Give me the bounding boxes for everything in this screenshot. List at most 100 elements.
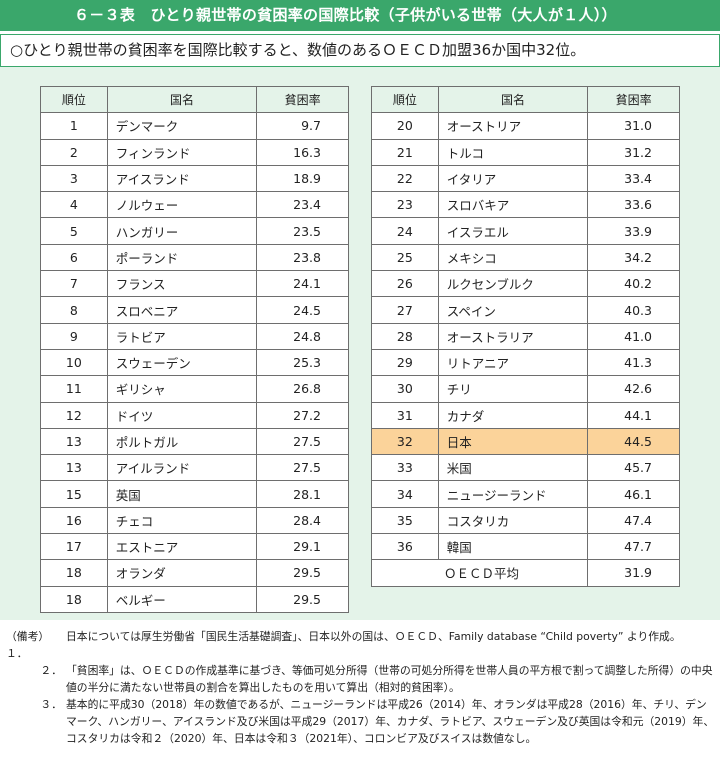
table-row: 23 スロバキア 33.6 <box>371 191 680 219</box>
table-row: 6 ポーランド 23.8 <box>40 243 349 272</box>
table-row: 28 オーストラリア 41.0 <box>371 322 680 350</box>
country-cell: エストニア <box>106 533 258 561</box>
rate-cell: 9.7 <box>256 112 349 140</box>
table-row: 13 ポルトガル 27.5 <box>40 427 349 456</box>
country-cell: イタリア <box>437 164 589 193</box>
rate-cell: 40.2 <box>587 270 680 298</box>
rank-cell: 25 <box>371 243 439 272</box>
country-cell: スロベニア <box>106 296 258 324</box>
country-cell: フランス <box>106 270 258 298</box>
table-row: 11 ギリシャ 26.8 <box>40 375 349 403</box>
country-cell: 日本 <box>437 427 589 456</box>
rate-cell: 44.1 <box>587 401 680 429</box>
table-row: 16 チェコ 28.4 <box>40 506 349 535</box>
table-row: 17 エストニア 29.1 <box>40 533 349 561</box>
rate-cell: 27.2 <box>256 401 349 429</box>
country-cell: 米国 <box>437 454 589 482</box>
country-cell: ポーランド <box>106 243 258 272</box>
rate-cell: 29.1 <box>256 533 349 561</box>
country-cell: アイルランド <box>106 454 258 482</box>
country-cell: コスタリカ <box>437 506 589 535</box>
country-cell: メキシコ <box>437 243 589 272</box>
rate-cell: 46.1 <box>587 480 680 508</box>
rate-cell: 45.7 <box>587 454 680 482</box>
oecd-average-rate: 31.9 <box>587 559 680 587</box>
country-cell: 韓国 <box>437 533 589 561</box>
rank-cell: 32 <box>371 427 439 456</box>
note-number: １． <box>6 647 28 660</box>
country-cell: ギリシャ <box>106 375 258 403</box>
rank-cell: 21 <box>371 138 439 166</box>
note-text: 日本については厚生労働省「国民生活基礎調査」、日本以外の国は、ＯＥＣＤ、Fami… <box>66 630 681 643</box>
country-cell: スペイン <box>437 296 589 324</box>
country-cell: ルクセンブルク <box>437 270 589 298</box>
header-rank: 順位 <box>40 85 108 114</box>
country-cell: リトアニア <box>437 348 589 377</box>
rate-cell: 44.5 <box>587 427 680 456</box>
rate-cell: 27.5 <box>256 454 349 482</box>
country-cell: アイスランド <box>106 164 258 193</box>
rank-cell: 12 <box>40 401 108 429</box>
rate-cell: 47.7 <box>587 533 680 561</box>
table-row: 29 リトアニア 41.3 <box>371 348 680 377</box>
rank-cell: 29 <box>371 348 439 377</box>
rate-cell: 16.3 <box>256 138 349 166</box>
rate-cell: 41.3 <box>587 348 680 377</box>
rank-cell: 33 <box>371 454 439 482</box>
rank-cell: 4 <box>40 191 108 219</box>
rank-cell: 11 <box>40 375 108 403</box>
note-number: ２． <box>40 664 62 677</box>
note-number: ３． <box>40 698 62 711</box>
note-item: ２． 「貧困率」は、ＯＥＣＤの作成基準に基づき、等価可処分所得（世帯の可処分所得… <box>6 662 716 696</box>
rank-cell: 17 <box>40 533 108 561</box>
rate-cell: 29.5 <box>256 585 349 613</box>
table-row: 13 アイルランド 27.5 <box>40 454 349 482</box>
rate-cell: 33.4 <box>587 164 680 193</box>
summary-text: ○ひとり親世帯の貧困率を国際比較すると、数値のあるＯＥＣＤ加盟36か国中32位。 <box>0 34 720 67</box>
rate-cell: 24.8 <box>256 322 349 350</box>
rank-cell: 36 <box>371 533 439 561</box>
rate-cell: 18.9 <box>256 164 349 193</box>
table-header-row: 順位 国名 貧困率 <box>40 85 349 114</box>
table-row: 18 オランダ 29.5 <box>40 559 349 587</box>
table-row: 20 オーストリア 31.0 <box>371 112 680 140</box>
country-cell: オーストラリア <box>437 322 589 350</box>
table-row: 27 スペイン 40.3 <box>371 296 680 324</box>
notes-section: （備考） １． 日本については厚生労働省「国民生活基礎調査」、日本以外の国は、ＯＥ… <box>6 628 716 747</box>
rank-cell: 3 <box>40 164 108 193</box>
header-rank: 順位 <box>371 85 439 114</box>
country-cell: デンマーク <box>106 112 258 140</box>
table-row: 12 ドイツ 27.2 <box>40 401 349 429</box>
table-row: 35 コスタリカ 47.4 <box>371 506 680 535</box>
rank-cell: 26 <box>371 270 439 298</box>
ranking-table-right: 順位 国名 貧困率 20 オーストリア 31.0 21 トルコ 31.2 22 イタリア 33.… <box>370 85 680 587</box>
rank-cell: 9 <box>40 322 108 350</box>
rate-cell: 31.0 <box>587 112 680 140</box>
table-row: 1 デンマーク 9.7 <box>40 112 349 140</box>
table-row: 15 英国 28.1 <box>40 480 349 508</box>
table-row: 9 ラトビア 24.8 <box>40 322 349 350</box>
country-cell: チェコ <box>106 506 258 535</box>
rank-cell: 27 <box>371 296 439 324</box>
rate-cell: 33.6 <box>587 191 680 219</box>
country-cell: スウェーデン <box>106 348 258 377</box>
table-row: 24 イスラエル 33.9 <box>371 217 680 245</box>
country-cell: ハンガリー <box>106 217 258 245</box>
table-row: 22 イタリア 33.4 <box>371 164 680 193</box>
rank-cell: 24 <box>371 217 439 245</box>
rate-cell: 23.5 <box>256 217 349 245</box>
table-row: 36 韓国 47.7 <box>371 533 680 561</box>
country-cell: ベルギー <box>106 585 258 613</box>
table-row: 2 フィンランド 16.3 <box>40 138 349 166</box>
rank-cell: 5 <box>40 217 108 245</box>
table-row: 8 スロベニア 24.5 <box>40 296 349 324</box>
country-cell: オーストリア <box>437 112 589 140</box>
rate-cell: 33.9 <box>587 217 680 245</box>
rank-cell: 16 <box>40 506 108 535</box>
rank-cell: 10 <box>40 348 108 377</box>
rank-cell: 35 <box>371 506 439 535</box>
country-cell: トルコ <box>437 138 589 166</box>
rank-cell: 2 <box>40 138 108 166</box>
rate-cell: 40.3 <box>587 296 680 324</box>
table-row: 31 カナダ 44.1 <box>371 401 680 429</box>
